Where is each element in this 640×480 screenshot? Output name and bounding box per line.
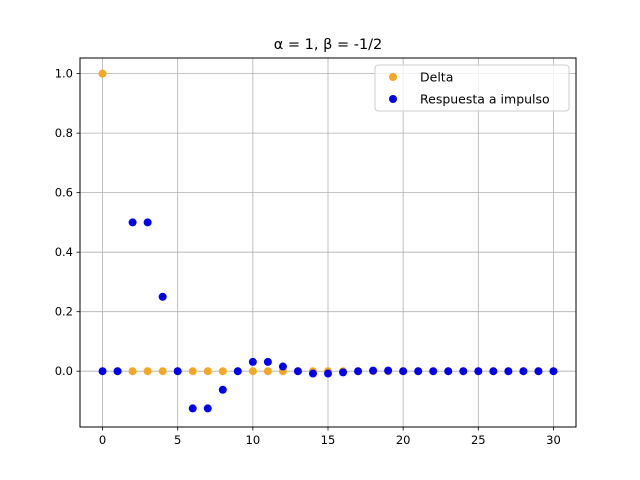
impulse-response-point — [293, 367, 302, 376]
y-tick-label: 1.0 — [55, 67, 73, 81]
impulse-response-point — [143, 218, 152, 227]
legend-marker — [389, 95, 397, 103]
x-tick-label: 15 — [321, 433, 336, 447]
legend-label: Respuesta a impulso — [420, 92, 550, 107]
legend-marker — [389, 73, 397, 81]
impulse-response-point — [324, 369, 332, 378]
delta-point — [263, 367, 272, 376]
impulse-response-point — [278, 362, 287, 371]
impulse-response-point — [489, 367, 498, 376]
impulse-response-point — [188, 404, 197, 413]
impulse-response-point — [128, 218, 137, 227]
x-tick-label: 10 — [246, 433, 261, 447]
impulse-response-point — [519, 367, 528, 376]
impulse-response-point — [203, 404, 212, 413]
impulse-response-point — [233, 367, 242, 376]
x-tick-label: 20 — [396, 433, 411, 447]
impulse-response-point — [158, 292, 167, 301]
chart-title: α = 1, β = -1/2 — [274, 37, 383, 53]
impulse-response-point — [429, 367, 438, 376]
impulse-response-point — [444, 367, 453, 376]
x-tick-label: 5 — [174, 433, 181, 447]
y-tick-label: 0.2 — [55, 305, 73, 319]
y-axis-ticks: 0.0 0.2 0.4 0.6 0.8 1.0 — [55, 67, 80, 378]
impulse-response-point — [414, 367, 423, 376]
delta-point — [143, 367, 152, 376]
delta-point — [158, 367, 167, 376]
impulse-response-point — [369, 366, 378, 375]
legend-box — [374, 64, 570, 112]
delta-point — [248, 367, 257, 376]
y-tick-label: 0.0 — [55, 364, 73, 378]
impulse-response-point — [339, 368, 348, 377]
impulse-response-point — [113, 367, 122, 376]
legend-label: Delta — [420, 70, 453, 85]
impulse-response-point — [173, 367, 182, 376]
impulse-response-point — [504, 367, 513, 376]
impulse-response-point — [474, 367, 483, 376]
y-tick-label: 0.8 — [55, 126, 73, 140]
x-axis-ticks: 0 5 10 15 20 25 30 — [99, 427, 561, 447]
plot-frame — [79, 57, 577, 428]
impulse-response-point — [549, 367, 558, 376]
x-tick-label: 30 — [546, 433, 561, 447]
delta-point — [218, 367, 227, 376]
impulse-response-point — [98, 367, 107, 376]
impulse-response-point — [534, 367, 543, 376]
impulse-response-point — [384, 366, 393, 375]
x-tick-label: 25 — [471, 433, 486, 447]
impulse-response-point — [399, 367, 408, 376]
data-points — [98, 69, 558, 413]
x-tick-label: 0 — [99, 433, 106, 447]
impulse-response-point — [263, 357, 272, 366]
delta-point — [98, 69, 107, 78]
y-tick-label: 0.6 — [55, 186, 73, 200]
y-tick-label: 0.4 — [55, 245, 73, 259]
legend: Delta Respuesta a impulso — [374, 64, 570, 112]
impulse-response-point — [354, 367, 363, 376]
impulse-response-point — [308, 369, 317, 378]
impulse-response-point — [248, 357, 257, 366]
impulse-response-point — [218, 385, 227, 394]
delta-point — [203, 367, 212, 376]
impulse-response-point — [459, 367, 468, 376]
delta-point — [128, 367, 137, 376]
delta-point — [188, 367, 197, 376]
